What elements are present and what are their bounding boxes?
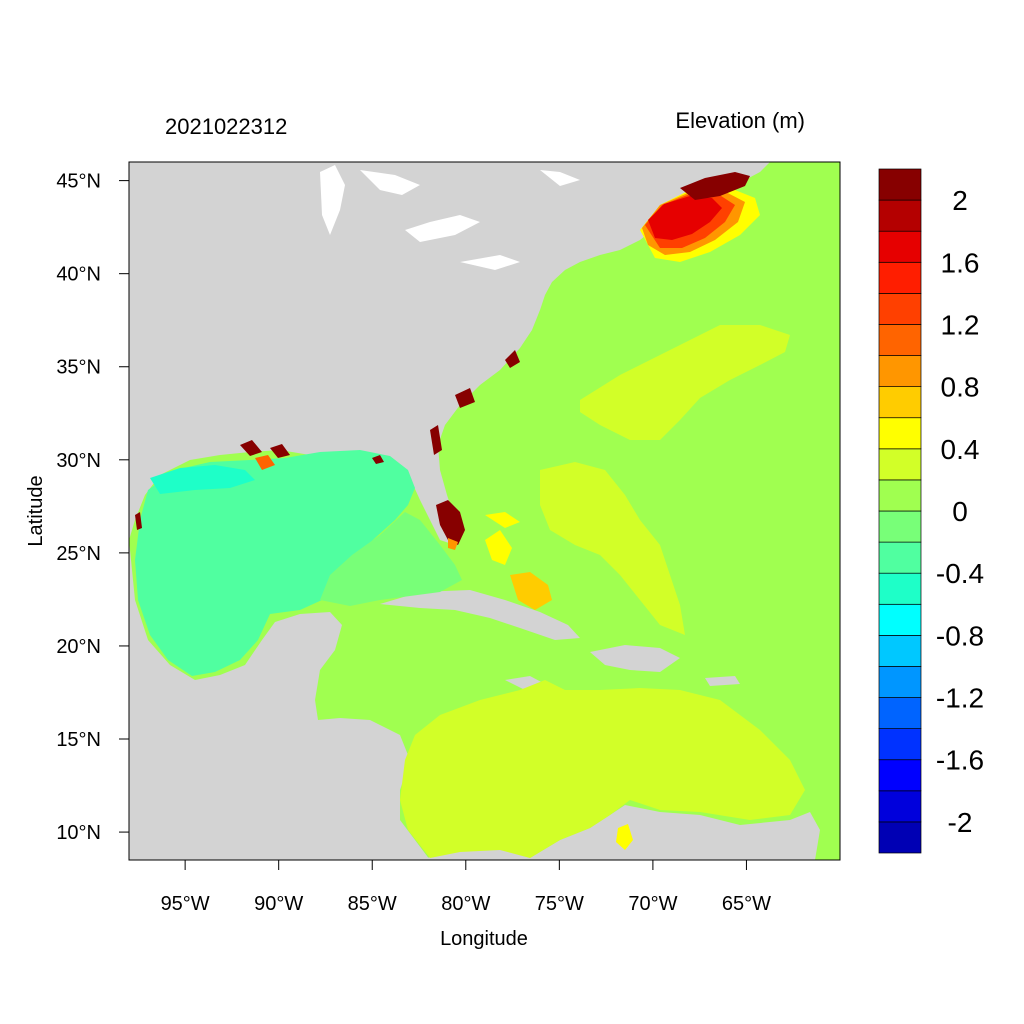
atlantic-band-north: [580, 325, 790, 440]
colorbar-tick-label: -1.6: [936, 745, 984, 776]
colorbar: [878, 168, 922, 854]
x-tick-label: 90°W: [254, 893, 303, 915]
colorbar-swatch: [878, 448, 922, 481]
colorbar-swatch: [878, 666, 922, 698]
colorbar-swatch: [878, 635, 922, 667]
x-tick-label: 85°W: [348, 893, 397, 915]
great-lakes: [320, 165, 580, 270]
y-tick-label: 30°N: [56, 450, 101, 472]
lake-maracaibo: [616, 824, 633, 850]
colorbar-swatch: [878, 821, 922, 854]
colorbar-tick-label: -2: [948, 807, 973, 838]
colorbar-tick-label: -0.8: [936, 620, 984, 651]
colorbar-tick-label: 0: [952, 496, 968, 527]
y-tick-label: 20°N: [56, 636, 101, 658]
colorbar-swatch: [878, 510, 922, 543]
y-tick-label: 40°N: [56, 264, 101, 286]
colorbar-labels: 2 1.6 1.2 0.8 0.4 0 -0.4 -0.8 -1.2 -1.6 -2: [936, 185, 984, 838]
bahamas-banks-2: [485, 512, 520, 565]
x-tick-label: 70°W: [628, 893, 677, 915]
caribbean-south: [400, 680, 805, 858]
land-puerto-rico: [705, 676, 740, 686]
colorbar-swatch: [878, 541, 922, 574]
x-tick-label: 80°W: [441, 893, 490, 915]
colorbar-tick-label: 1.6: [941, 247, 980, 278]
x-tick-label: 65°W: [722, 893, 771, 915]
colorbar-tick-label: 2: [952, 185, 968, 216]
y-tick-label: 35°N: [56, 357, 101, 379]
colorbar-swatch: [878, 697, 922, 729]
colorbar-swatch: [878, 417, 922, 450]
maine-surge-4: [680, 172, 750, 200]
colorbar-swatch: [878, 293, 922, 325]
atlantic-band-south: [540, 462, 685, 635]
colorbar-swatch: [878, 355, 922, 387]
y-tick-label: 15°N: [56, 729, 101, 751]
colorbar-swatch: [878, 572, 922, 605]
colorbar-swatch: [878, 479, 922, 512]
y-tick-label: 10°N: [56, 822, 101, 844]
date-label: 2021022312: [165, 114, 287, 139]
colorbar-swatch: [878, 603, 922, 636]
colorbar-tick-label: -1.2: [936, 683, 984, 714]
colorbar-swatch: [878, 199, 922, 232]
x-axis-label: Longitude: [440, 928, 528, 950]
gulf-of-mexico: [135, 450, 415, 676]
florida-straits: [320, 512, 462, 606]
colorbar-swatch: [878, 386, 922, 419]
maine-surge-3: [648, 196, 722, 240]
land-hispaniola: [590, 645, 680, 672]
delta-surge: [255, 455, 275, 470]
x-axis: 95°W 90°W 85°W 80°W 75°W 70°W 65°W: [161, 860, 771, 915]
y-tick-label: 45°N: [56, 171, 101, 193]
y-axis: 45°N 40°N 35°N 30°N 25°N 20°N 15°N 10°N: [56, 171, 129, 844]
colorbar-swatch: [878, 790, 922, 823]
colorbar-swatch: [878, 728, 922, 761]
colorbar-tick-label: -0.4: [936, 558, 984, 589]
land-north-america: [129, 162, 770, 545]
florida-surge: [436, 500, 465, 545]
gulf-north-band: [150, 465, 255, 494]
map-frame: [128, 161, 841, 861]
map-panel: [129, 162, 840, 860]
colorbar-tick-label: 0.4: [941, 434, 980, 465]
colorbar-swatch: [878, 324, 922, 356]
bahamas-banks: [510, 572, 552, 610]
colorbar-swatch: [878, 759, 922, 792]
colorbar-swatch: [878, 168, 922, 201]
y-tick-label: 25°N: [56, 543, 101, 565]
colorbar-swatch: [878, 230, 922, 263]
colorbar-swatch: [878, 261, 922, 294]
colorbar-tick-label: 1.2: [941, 309, 980, 340]
land-cuba: [380, 590, 580, 640]
land-central-america: [129, 540, 430, 860]
colorbar-tick-label: 0.8: [941, 372, 980, 403]
y-axis-label: Latitude: [25, 475, 47, 546]
x-tick-label: 75°W: [535, 893, 584, 915]
x-tick-label: 95°W: [161, 893, 210, 915]
variable-title: Elevation (m): [675, 108, 805, 133]
florida-surge-edge: [448, 538, 458, 550]
